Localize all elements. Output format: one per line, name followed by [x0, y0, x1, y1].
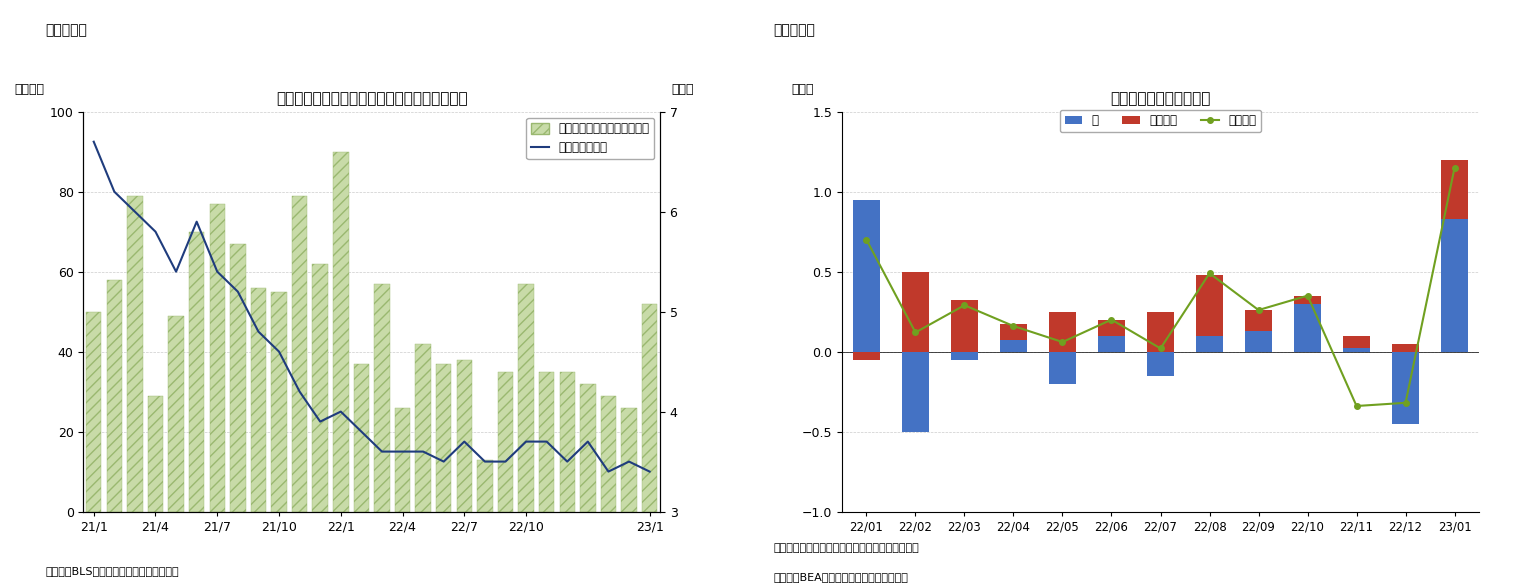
Bar: [168, 316, 184, 512]
Bar: [250, 288, 265, 512]
Bar: [1050, 312, 1076, 352]
Text: （図表２）: （図表２）: [46, 24, 88, 38]
Bar: [1050, 352, 1076, 383]
個人消費: [1347, 402, 1365, 409]
Bar: [903, 352, 928, 432]
個人消費: [1151, 345, 1170, 352]
Bar: [231, 243, 246, 512]
Legend: 財, サービス, 個人消費: 財, サービス, 個人消費: [1060, 109, 1261, 132]
Text: （資料）BLSよりニッセイ基礎研究所作成: （資料）BLSよりニッセイ基礎研究所作成: [46, 566, 179, 576]
Bar: [951, 300, 978, 352]
個人消費: [1397, 399, 1415, 406]
Bar: [539, 372, 554, 512]
Bar: [601, 396, 616, 512]
Text: （資料）BEAよりニッセイ基礎研究所作成: （資料）BEAよりニッセイ基礎研究所作成: [774, 572, 909, 582]
Bar: [86, 312, 102, 512]
個人消費: [1004, 322, 1022, 329]
個人消費: [1103, 316, 1121, 323]
Bar: [1098, 336, 1126, 352]
Bar: [435, 363, 452, 512]
Legend: 非農業部門雇用増（前月差）, 失業率（右軸）: 非農業部門雇用増（前月差）, 失業率（右軸）: [526, 118, 654, 159]
個人消費: [1200, 270, 1218, 277]
個人消費: [1299, 292, 1317, 299]
Bar: [1294, 303, 1321, 352]
Bar: [478, 460, 493, 512]
Bar: [353, 363, 369, 512]
Bar: [313, 263, 328, 512]
Bar: [1245, 331, 1271, 352]
Bar: [190, 232, 205, 512]
Bar: [1441, 160, 1468, 219]
Text: （図表３）: （図表３）: [774, 24, 816, 38]
Bar: [457, 360, 472, 512]
Bar: [579, 383, 596, 512]
Text: （万人）: （万人）: [14, 83, 44, 96]
Bar: [1098, 320, 1126, 336]
Bar: [272, 292, 287, 512]
Bar: [1441, 219, 1468, 352]
Bar: [209, 203, 225, 512]
Bar: [1245, 310, 1271, 331]
Title: 実質個人消費（前月比）: 実質個人消費（前月比）: [1110, 91, 1211, 106]
個人消費: [906, 329, 924, 336]
Bar: [853, 352, 880, 360]
Bar: [106, 280, 121, 512]
Bar: [1343, 349, 1370, 352]
Bar: [1343, 336, 1370, 349]
Bar: [951, 352, 978, 360]
個人消費: [1250, 306, 1268, 313]
Line: 個人消費: 個人消費: [863, 165, 1458, 409]
個人消費: [1053, 339, 1071, 346]
Bar: [1000, 340, 1027, 352]
Bar: [147, 396, 164, 512]
Bar: [560, 372, 575, 512]
Text: （注）季節調節済み、前月比。棒グラフは寄与度: （注）季節調節済み、前月比。棒グラフは寄与度: [774, 543, 919, 553]
Bar: [1147, 312, 1174, 352]
Bar: [291, 196, 308, 512]
Bar: [394, 407, 410, 512]
Bar: [642, 303, 657, 512]
Bar: [519, 283, 534, 512]
Bar: [1294, 296, 1321, 303]
Bar: [498, 372, 513, 512]
Bar: [622, 407, 637, 512]
Bar: [903, 272, 928, 352]
Bar: [127, 196, 143, 512]
Bar: [1195, 336, 1223, 352]
Text: （％）: （％）: [790, 83, 813, 96]
Text: （％）: （％）: [672, 83, 693, 96]
個人消費: [857, 236, 875, 243]
Bar: [1195, 275, 1223, 336]
Bar: [853, 200, 880, 352]
Bar: [334, 152, 349, 512]
Title: 米国の雇用動向（非農業部門雇用増と失業率）: 米国の雇用動向（非農業部門雇用増と失業率）: [276, 91, 467, 106]
Bar: [375, 283, 390, 512]
Bar: [1393, 343, 1418, 352]
Bar: [416, 343, 431, 512]
個人消費: [956, 302, 974, 309]
Bar: [1393, 352, 1418, 423]
Bar: [1147, 352, 1174, 376]
個人消費: [1446, 164, 1464, 171]
Bar: [1000, 325, 1027, 340]
